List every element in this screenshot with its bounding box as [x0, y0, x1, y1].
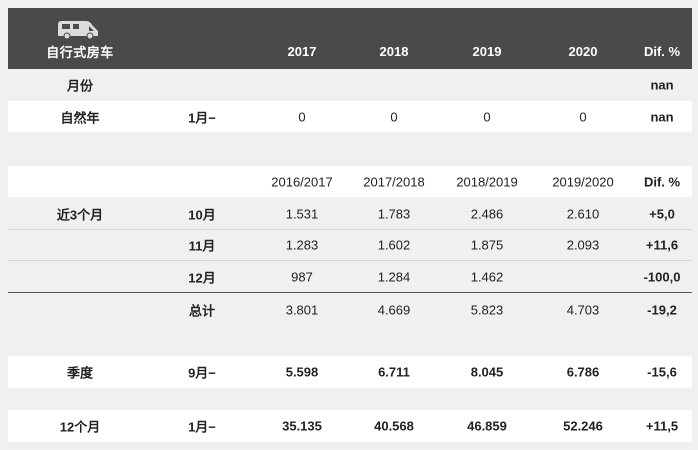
value-cell: 2.486 — [470, 206, 504, 222]
quarter-row: 季度 9月− 5.598 6.711 8.045 6.786 -15,6 — [8, 356, 692, 388]
month-row: 月份 nan — [8, 71, 692, 99]
year-header-2019: 2019 — [472, 44, 502, 59]
row-sublabel: 1月− — [188, 110, 216, 125]
value-cell: 35.135 — [282, 418, 322, 434]
season-header: 2017/2018 — [363, 174, 425, 189]
dif-header: Dif. % — [643, 174, 681, 189]
value-cell: 1.283 — [285, 237, 319, 253]
value-cell: 6.711 — [378, 364, 410, 380]
row-label: 季度 — [66, 365, 93, 381]
dif-value: +5,0 — [649, 206, 675, 222]
divider — [8, 260, 692, 261]
value-cell: 0 — [483, 109, 491, 124]
dif-header: Dif. % — [643, 44, 681, 59]
row-sublabel: 10月 — [188, 207, 216, 223]
dif-value: -100,0 — [643, 269, 681, 284]
row-label: 自然年 — [60, 110, 100, 125]
dif-value: -19,2 — [647, 302, 677, 318]
dif-value: nan — [650, 109, 674, 124]
value-cell: 8.045 — [470, 364, 504, 380]
season-header: 2016/2017 — [271, 174, 333, 189]
value-cell: 5.598 — [285, 364, 319, 380]
value-cell: 1.284 — [377, 269, 411, 284]
table-row: 11月 1.283 1.602 1.875 2.093 +11,6 — [8, 230, 692, 260]
row-label: 近3个月 — [56, 207, 104, 223]
table-row: 12月 987 1.284 1.462 -100,0 — [8, 261, 692, 292]
row-sublabel: 9月− — [188, 365, 216, 381]
value-cell: 0 — [579, 109, 587, 124]
row-label: 12个月 — [59, 419, 101, 435]
value-cell: 40.568 — [374, 418, 414, 434]
season-header: 2018/2019 — [456, 174, 518, 189]
value-cell: 52.246 — [563, 418, 603, 434]
natural-year-row: 自然年 1月− 0 0 0 0 nan — [8, 101, 692, 132]
twelve-month-row: 12个月 1月− 35.135 40.568 46.859 52.246 +11… — [8, 410, 692, 442]
divider — [8, 292, 692, 293]
value-cell: 46.859 — [467, 418, 507, 434]
row-label: 月份 — [66, 78, 93, 94]
total-row: 总计 3.801 4.669 5.823 4.703 -19,2 — [8, 294, 692, 326]
value-cell: 0 — [298, 109, 306, 124]
row-sublabel: 12月 — [188, 270, 216, 285]
dif-value: +11,6 — [645, 237, 679, 253]
table-row: 近3个月 10月 1.531 1.783 2.486 2.610 +5,0 — [8, 199, 692, 229]
season-header-row: 2016/2017 2017/2018 2018/2019 2019/2020 … — [8, 166, 692, 197]
year-header-2018: 2018 — [379, 44, 409, 59]
value-cell: 2.610 — [566, 206, 600, 222]
value-cell: 1.875 — [470, 237, 504, 253]
row-sublabel: 总计 — [188, 303, 215, 319]
value-cell: 1.783 — [377, 206, 411, 222]
value-cell: 1.531 — [285, 206, 319, 222]
value-cell: 5.823 — [470, 302, 504, 318]
dif-value: -15,6 — [647, 364, 677, 380]
value-cell: 3.801 — [285, 302, 319, 318]
value-cell: 4.703 — [566, 302, 600, 318]
year-header-2017: 2017 — [287, 44, 317, 59]
row-sublabel: 1月− — [188, 419, 216, 435]
table-title: 自行式房车 — [46, 45, 114, 60]
value-cell: 1.462 — [470, 269, 504, 284]
value-cell: 4.669 — [377, 302, 411, 318]
value-cell: 987 — [291, 269, 313, 284]
value-cell: 1.602 — [377, 237, 411, 253]
value-cell: 0 — [390, 109, 398, 124]
rv-camper-icon — [58, 21, 98, 40]
dif-value: +11,5 — [645, 418, 679, 434]
value-cell: 6.786 — [566, 364, 600, 380]
dif-value: nan — [650, 77, 674, 93]
row-sublabel: 11月 — [188, 238, 216, 254]
divider — [8, 229, 692, 230]
value-cell: 2.093 — [566, 237, 600, 253]
year-header-2020: 2020 — [568, 44, 598, 59]
season-header: 2019/2020 — [552, 174, 614, 189]
table-header: 自行式房车 2017 2018 2019 2020 Dif. % — [8, 8, 692, 69]
